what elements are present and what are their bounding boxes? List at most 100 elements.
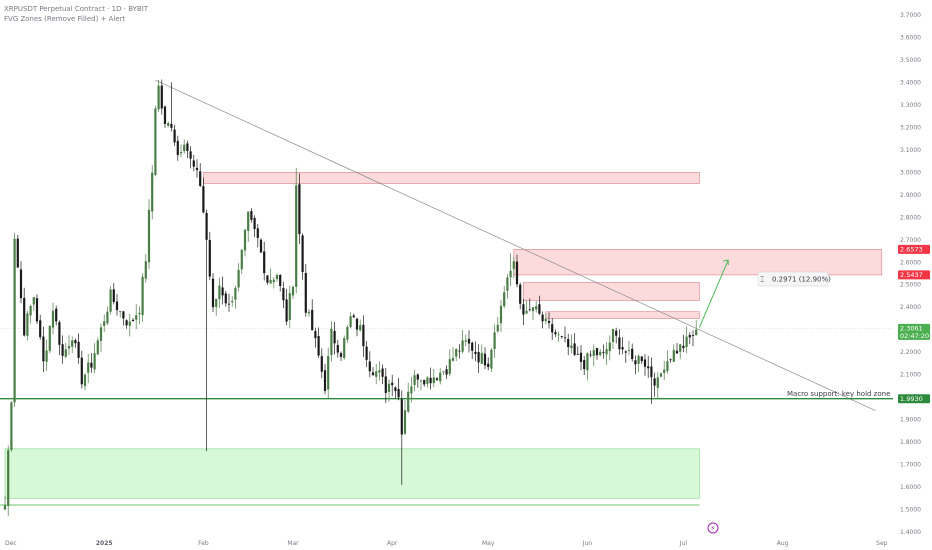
- candle-body: [669, 359, 672, 361]
- price-tag-bg: [898, 270, 930, 280]
- x-tick-label: Jul: [679, 540, 688, 547]
- candle-body: [439, 372, 442, 382]
- price-tag-bg: [898, 394, 930, 404]
- price-tag: 1.9930: [898, 394, 930, 404]
- candle-body: [167, 123, 170, 126]
- candle-body: [330, 328, 333, 355]
- candle-body: [605, 349, 608, 355]
- candle-body: [170, 123, 173, 128]
- candle-body: [35, 298, 39, 322]
- candle-body: [221, 287, 224, 296]
- candle-body: [423, 379, 426, 385]
- candle-body: [410, 386, 413, 394]
- price-tag-value: 2.6573: [900, 246, 923, 254]
- candle-body: [141, 276, 144, 316]
- price-axis[interactable]: 3.7000 3.6000 3.5000 3.4000 3.3000 3.2000 3.10…: [900, 12, 921, 536]
- symbol-title[interactable]: XRPUSDT Perpetual Contract · 1D · BYBIT: [4, 5, 149, 13]
- candle-body: [397, 388, 400, 398]
- candle-body: [611, 329, 615, 342]
- candle-body: [467, 338, 471, 344]
- candle-body: [528, 309, 531, 311]
- indicator-label[interactable]: FVG Zones (Remove Filled) + Alert: [4, 15, 126, 23]
- candle-body: [483, 353, 487, 366]
- candle-body: [307, 311, 311, 314]
- candle-body: [531, 307, 535, 312]
- candle-body: [23, 297, 26, 336]
- x-tick-label: Dec: [5, 540, 17, 547]
- candle-body: [125, 320, 128, 326]
- candle-body: [218, 285, 221, 300]
- candle-body: [106, 311, 109, 324]
- candle-body: [99, 327, 103, 341]
- supply-zone: [203, 172, 700, 184]
- candle-body: [343, 338, 346, 358]
- measure-tooltip: ⌶ 0.2971 (12.90%): [757, 271, 831, 287]
- candle-body: [51, 310, 55, 328]
- candle-body: [13, 238, 16, 403]
- candle-body: [464, 340, 467, 342]
- candle-body: [477, 351, 480, 363]
- y-tick-label: 2.6000: [900, 259, 921, 266]
- candles: [3, 79, 698, 516]
- supply-zone: [545, 311, 700, 319]
- candle-body: [272, 279, 275, 283]
- candle-body: [227, 303, 231, 305]
- candle-body: [323, 370, 327, 391]
- candle-body: [688, 335, 691, 338]
- candle-body: [26, 313, 29, 336]
- candle-body: [333, 330, 336, 344]
- candle-body: [231, 300, 234, 303]
- candle-body: [19, 269, 23, 299]
- candle-body: [205, 212, 208, 240]
- candle-body: [679, 344, 682, 352]
- fvg-zones: [4, 172, 883, 499]
- candle-body: [682, 345, 685, 349]
- candle-body: [691, 335, 695, 336]
- x-tick-label: Aug: [777, 540, 789, 547]
- candle-body: [685, 336, 688, 348]
- candle-body: [103, 321, 106, 326]
- candle-body: [304, 272, 307, 313]
- price-tag: 2.5437: [898, 270, 930, 280]
- candle-body: [93, 353, 96, 370]
- candle-body: [96, 340, 99, 355]
- candle-body: [624, 351, 627, 353]
- candle-body: [643, 359, 647, 367]
- candle-body: [112, 289, 115, 302]
- y-tick-label: 3.6000: [900, 34, 921, 41]
- candle-body: [234, 287, 237, 300]
- support-annotation: Macro support: key hold zone: [787, 390, 890, 398]
- candle-body: [339, 353, 343, 357]
- candle-body: [269, 279, 272, 284]
- y-tick-label: 2.7000: [900, 237, 921, 244]
- y-tick-label: 3.4000: [900, 79, 921, 86]
- candle-body: [266, 275, 269, 283]
- candle-body: [471, 342, 474, 351]
- candle-body: [7, 450, 10, 506]
- y-tick-label: 2.2000: [900, 349, 921, 356]
- y-tick-label: 3.2000: [900, 124, 921, 131]
- candle-body: [39, 320, 42, 338]
- candle-body: [666, 361, 669, 372]
- candle-body: [621, 347, 624, 350]
- lightning-icon[interactable]: ⚡: [707, 522, 719, 534]
- x-tick-label: 2025: [96, 540, 113, 547]
- candle-body: [16, 238, 19, 268]
- candle-body: [394, 387, 397, 392]
- demand-zone: [4, 448, 700, 499]
- candle-body: [346, 327, 349, 340]
- candle-body: [525, 310, 528, 314]
- time-axis[interactable]: Dec 2025 Feb Mar Apr May Jun Jul Aug Sep: [5, 540, 888, 547]
- candle-body: [173, 129, 176, 143]
- candle-body: [368, 361, 371, 372]
- chart-title-block: XRPUSDT Perpetual Contract · 1D · BYBIT …: [4, 4, 148, 24]
- candle-body: [157, 85, 160, 110]
- candle-body: [314, 331, 317, 339]
- candle-body: [391, 382, 394, 386]
- candle-body: [58, 322, 61, 345]
- candle-body: [560, 336, 563, 337]
- candle-body: [656, 377, 659, 388]
- candle-body: [109, 289, 112, 312]
- candle-body: [119, 311, 122, 312]
